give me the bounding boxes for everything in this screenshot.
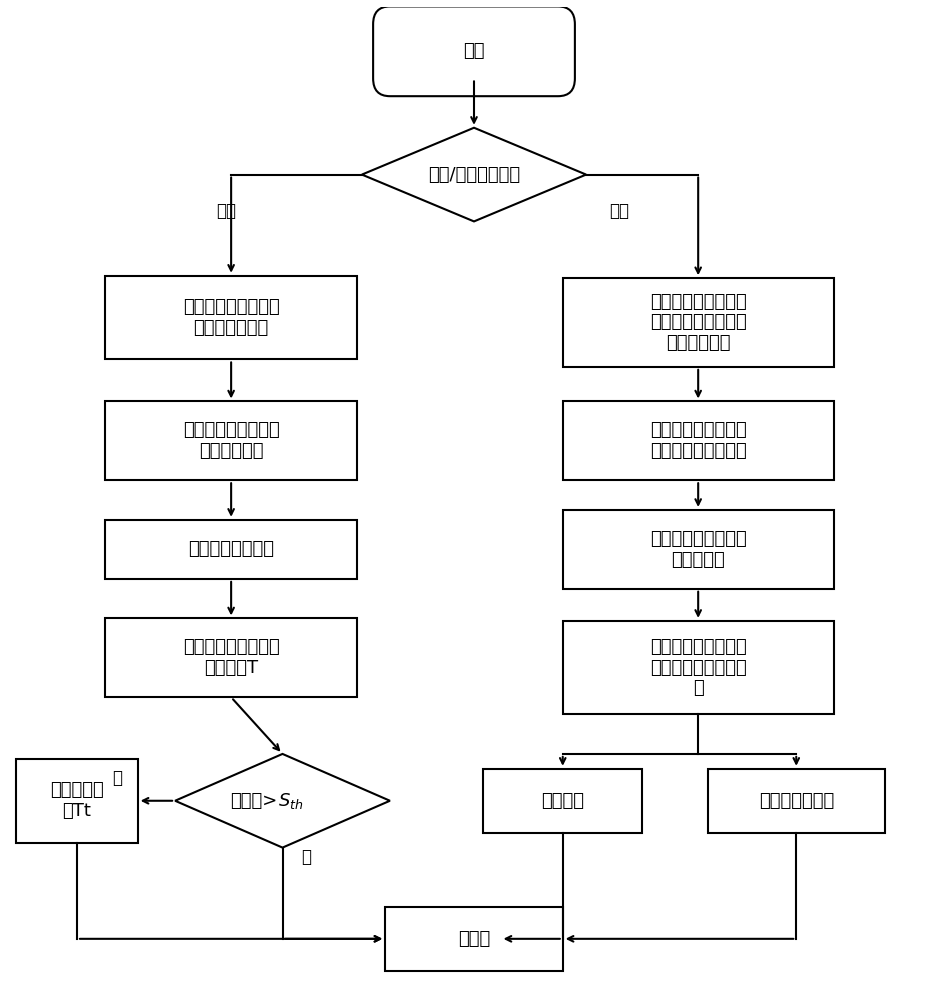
Text: 开始: 开始	[464, 42, 484, 60]
Text: 滑移率控制
器Tt: 滑移率控制 器Tt	[50, 781, 104, 820]
Text: 计算虚拟纵向合力与
附加横摆力矩: 计算虚拟纵向合力与 附加横摆力矩	[183, 421, 280, 460]
Text: 是: 是	[112, 769, 122, 787]
Text: 计算轮子垂直载荷: 计算轮子垂直载荷	[188, 540, 274, 558]
FancyBboxPatch shape	[563, 278, 833, 367]
Text: 利用乘子法分配轮子
纵、侧向力: 利用乘子法分配轮子 纵、侧向力	[649, 530, 747, 569]
Text: 根据载荷比分配轮子
驱动力矩T: 根据载荷比分配轮子 驱动力矩T	[183, 638, 280, 677]
FancyBboxPatch shape	[563, 510, 833, 589]
Text: 直线: 直线	[216, 202, 236, 220]
Text: 轮子转速控制器: 轮子转速控制器	[758, 792, 834, 810]
FancyBboxPatch shape	[105, 401, 357, 480]
FancyBboxPatch shape	[563, 401, 833, 480]
FancyBboxPatch shape	[707, 769, 885, 833]
Text: 输出转角: 输出转角	[541, 792, 584, 810]
Text: 滑移率>: 滑移率>	[230, 792, 278, 810]
Text: 设置期望纵向速度和
期望横摆角速度: 设置期望纵向速度和 期望横摆角速度	[183, 298, 280, 337]
FancyBboxPatch shape	[483, 769, 642, 833]
Text: 直线/转向运动判断: 直线/转向运动判断	[428, 166, 520, 184]
FancyBboxPatch shape	[374, 6, 574, 96]
FancyBboxPatch shape	[385, 907, 563, 971]
Text: 计算虚拟纵向合力、
侧向合力与横摆力矩: 计算虚拟纵向合力、 侧向合力与横摆力矩	[649, 421, 747, 460]
Text: 转向: 转向	[609, 202, 629, 220]
Polygon shape	[175, 754, 390, 848]
FancyBboxPatch shape	[563, 621, 833, 714]
FancyBboxPatch shape	[16, 759, 137, 843]
Text: $S_{th}$: $S_{th}$	[278, 791, 303, 811]
Text: 根据摩擦模型反推得
到轮子期望转速与转
角: 根据摩擦模型反推得 到轮子期望转速与转 角	[649, 638, 747, 697]
FancyBboxPatch shape	[105, 618, 357, 697]
Text: 设置期望纵、侧向速
度，根据轨迹求出期
望横摆角速度: 设置期望纵、侧向速 度，根据轨迹求出期 望横摆角速度	[649, 293, 747, 352]
Polygon shape	[362, 128, 586, 221]
FancyBboxPatch shape	[105, 520, 357, 579]
Text: 机器人: 机器人	[458, 930, 490, 948]
FancyBboxPatch shape	[105, 276, 357, 359]
Text: 否: 否	[301, 848, 311, 866]
